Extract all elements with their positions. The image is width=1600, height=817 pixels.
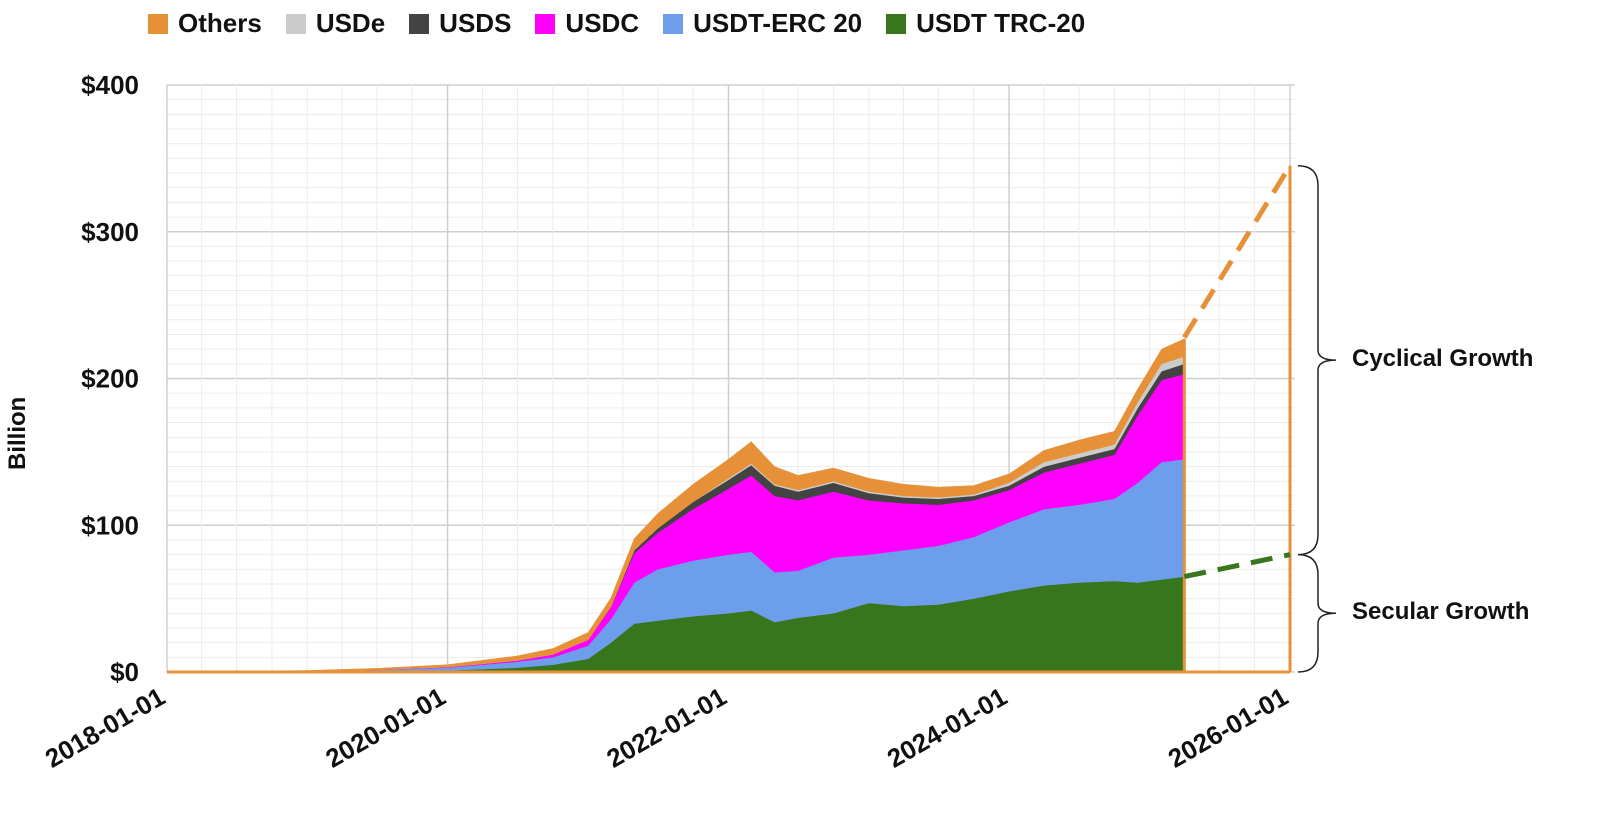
x-tick-label: 2026-01-01 bbox=[1163, 681, 1293, 773]
y-tick-label: $300 bbox=[81, 217, 139, 247]
x-tick-label: 2022-01-01 bbox=[601, 681, 731, 773]
legend-item-usde: USDe bbox=[285, 8, 386, 39]
area-layers bbox=[166, 338, 1186, 674]
y-tick-label: $400 bbox=[81, 70, 139, 100]
legend-swatch bbox=[148, 13, 168, 34]
y-axis-label: Billion bbox=[4, 396, 31, 470]
annotation-cyclical-growth: Cyclical Growth bbox=[1352, 345, 1534, 373]
legend: Others USDe USDS USDC USDT-ERC 20 USDT TRC-20 bbox=[148, 8, 1109, 39]
annotation-secular-growth: Secular Growth bbox=[1352, 598, 1530, 626]
legend-label: USDT TRC-20 bbox=[916, 8, 1086, 38]
legend-swatch bbox=[663, 13, 684, 34]
legend-item-usdt-trc-20: USDT TRC-20 bbox=[886, 8, 1085, 39]
legend-item-usdt-erc-20: USDT-ERC 20 bbox=[663, 8, 862, 39]
y-tick-label: $100 bbox=[81, 510, 139, 540]
legend-label: USDS bbox=[439, 8, 512, 38]
legend-item-others: Others bbox=[148, 8, 262, 39]
legend-swatch bbox=[285, 13, 306, 34]
y-tick-label: $0 bbox=[110, 657, 139, 687]
x-tick-label: 2018-01-01 bbox=[40, 681, 170, 773]
legend-item-usdc: USDC bbox=[535, 8, 639, 39]
legend-label: USDe bbox=[315, 8, 386, 38]
brace-cyclical-growth bbox=[1297, 164, 1337, 556]
legend-item-usds: USDS bbox=[409, 8, 511, 39]
projection-usdt-trc-20 bbox=[1183, 552, 1291, 580]
legend-label: USDT-ERC 20 bbox=[693, 8, 863, 38]
projection-lines bbox=[1182, 164, 1293, 674]
x-tick-label: 2020-01-01 bbox=[320, 681, 450, 773]
x-tick-label: 2024-01-01 bbox=[882, 681, 1012, 773]
y-tick-label: $200 bbox=[81, 364, 139, 394]
brace-secular-growth bbox=[1297, 553, 1337, 673]
legend-label: USDC bbox=[565, 8, 640, 38]
projection-others bbox=[1182, 164, 1293, 339]
legend-swatch bbox=[535, 13, 556, 34]
legend-label: Others bbox=[178, 8, 262, 38]
annotation-brackets bbox=[1297, 164, 1337, 673]
legend-swatch bbox=[409, 13, 430, 34]
legend-swatch bbox=[886, 13, 907, 34]
